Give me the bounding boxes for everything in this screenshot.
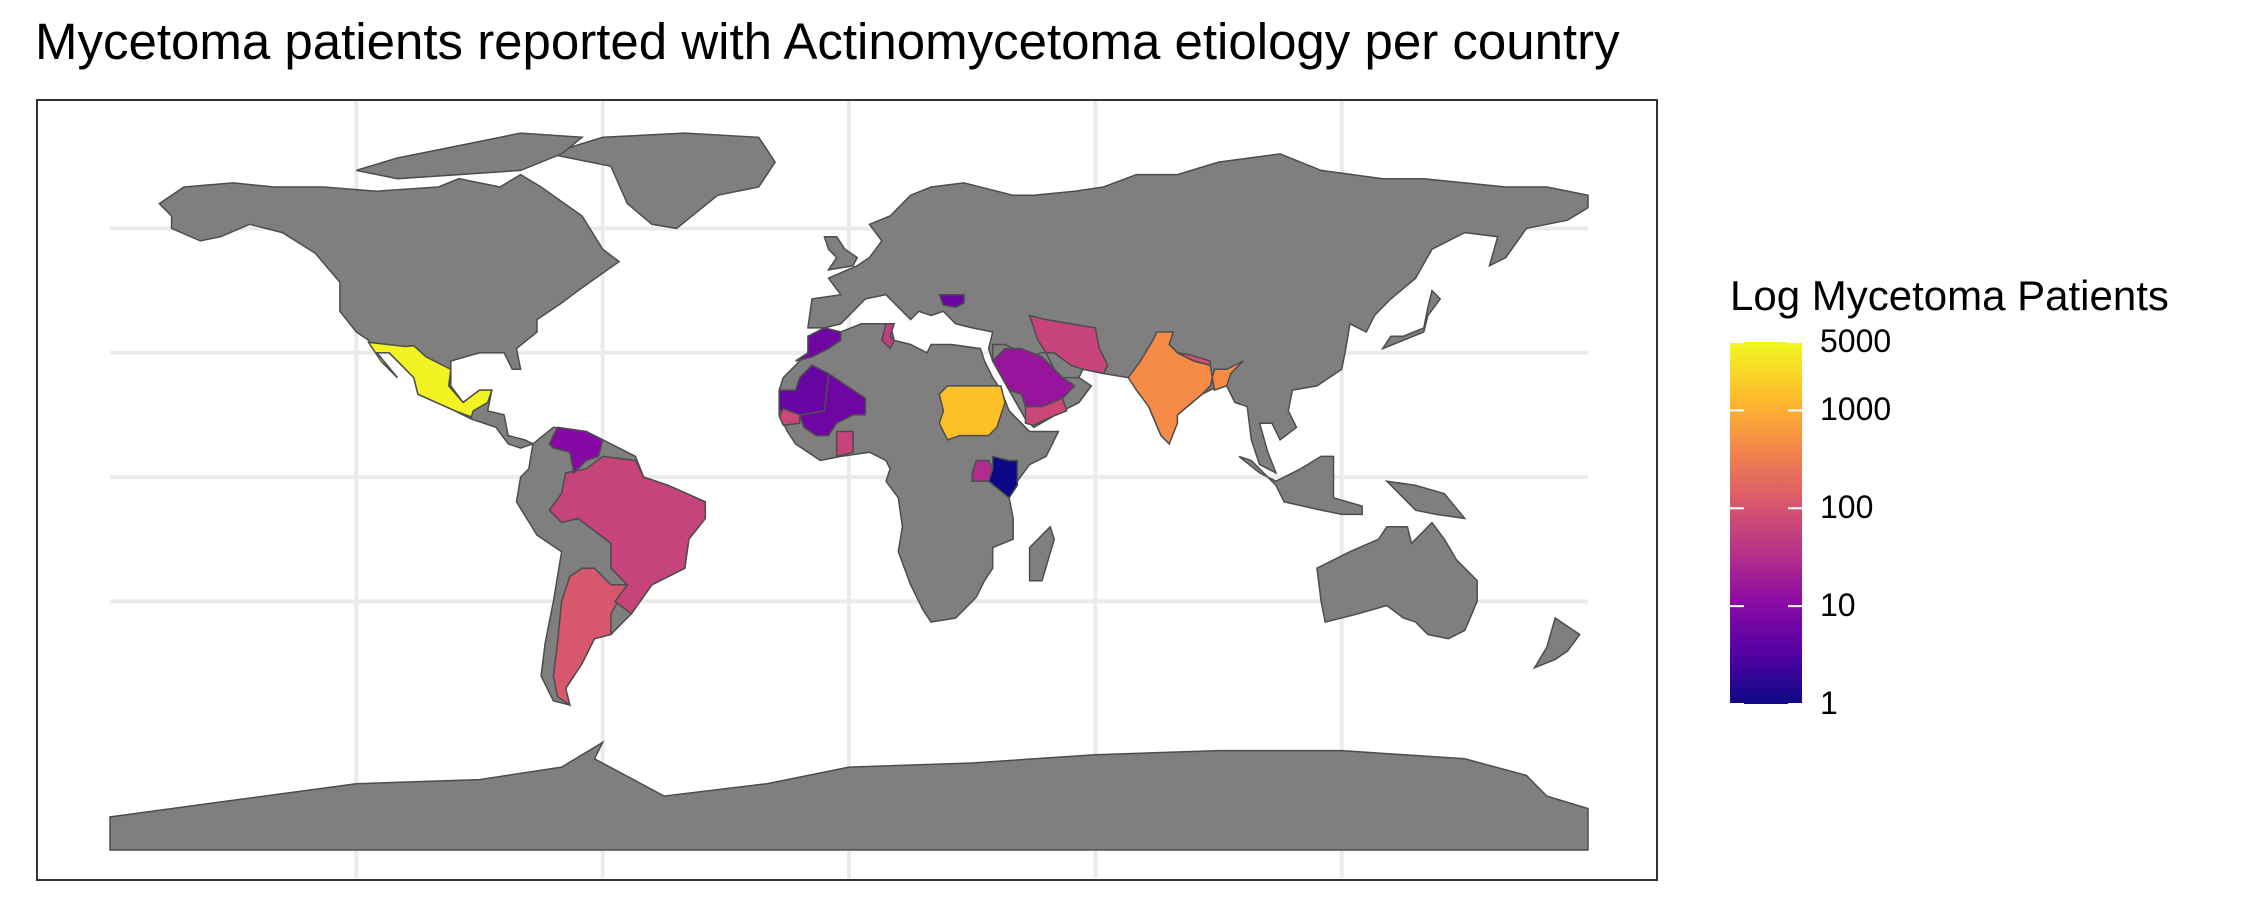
country-iran xyxy=(1028,314,1109,375)
country-saudi-arabia xyxy=(991,347,1076,408)
country-kenya xyxy=(987,455,1019,499)
land-australia xyxy=(1316,521,1478,640)
land-canada-islands xyxy=(356,132,585,180)
legend-title: Log Mycetoma Patients xyxy=(1730,272,2169,319)
country-mauritania xyxy=(778,364,830,416)
country-argentina xyxy=(552,567,629,707)
country-india xyxy=(1127,331,1244,446)
country-morocco xyxy=(795,327,842,362)
world-map xyxy=(109,101,1589,878)
land-greenland xyxy=(549,132,776,230)
country-brazil xyxy=(548,455,707,615)
country-yemen xyxy=(1024,397,1068,427)
legend-colorbar xyxy=(1730,342,1802,704)
legend-tick-label: 1 xyxy=(1820,685,1838,721)
land-madagascar xyxy=(1028,525,1056,582)
legend-tick-label: 10 xyxy=(1820,587,1856,624)
legend-tick-label: 1000 xyxy=(1820,391,1892,428)
land-antarctica xyxy=(109,740,1589,851)
land-new-guinea xyxy=(1384,480,1467,520)
country-venezuela xyxy=(548,426,604,475)
land-japan xyxy=(1380,289,1442,351)
legend-tick-label: 100 xyxy=(1820,489,1874,526)
country-senegal xyxy=(778,407,801,427)
map-panel xyxy=(36,99,1658,881)
country-bulgaria xyxy=(938,293,965,308)
country-tunisia xyxy=(880,323,896,350)
country-ghana xyxy=(835,430,854,458)
land-indonesia xyxy=(1238,455,1363,516)
land-uk xyxy=(823,235,859,271)
country-mexico xyxy=(367,341,493,418)
land-eurasia xyxy=(807,153,1589,475)
land-north-america xyxy=(158,173,621,449)
highlighted-countries xyxy=(367,293,1244,707)
country-sudan xyxy=(938,385,1006,441)
country-nepal xyxy=(1177,352,1212,367)
legend-tick-label: 5000 xyxy=(1820,323,1892,359)
land-new-zealand xyxy=(1532,616,1581,670)
chart-title: Mycetoma patients reported with Actinomy… xyxy=(35,13,1620,70)
